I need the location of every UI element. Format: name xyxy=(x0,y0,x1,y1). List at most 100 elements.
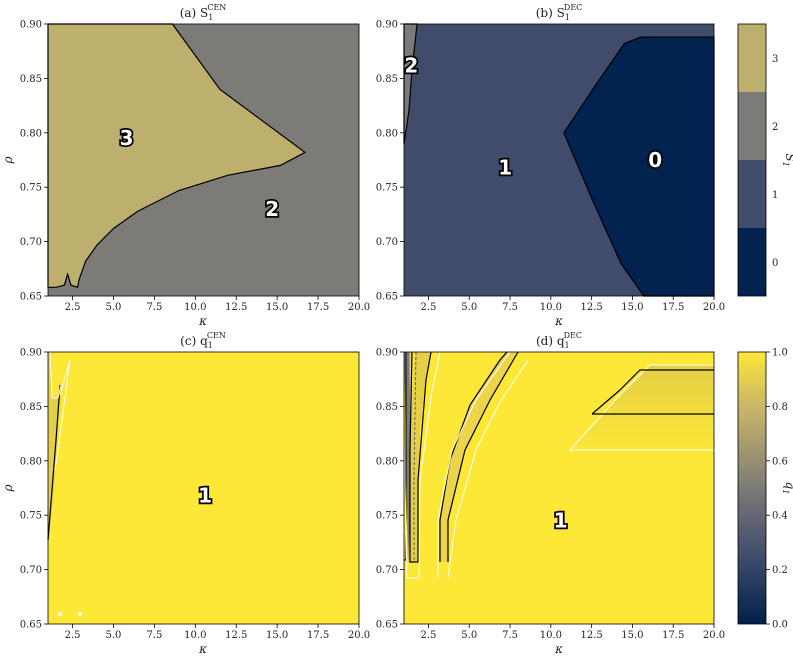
panel-c-xtick-4: 12.5 xyxy=(225,630,247,641)
panel-c-axes: 2.5 5.0 7.5 10.0 12.5 15.0 17.5 20.0 0.65 0.70 0.7… xyxy=(20,348,370,642)
panel-c-xtick-2: 7.5 xyxy=(146,630,162,641)
panel-d-ytick-2: 0.75 xyxy=(376,511,398,522)
panel-d-xtick-3: 10.0 xyxy=(540,630,562,641)
colorbar-q1-tick-4: 0.2 xyxy=(772,565,788,576)
panel-a-label-2: 2 xyxy=(265,197,279,221)
panel-c-xlabel: κ xyxy=(198,642,207,656)
colorbar-s1-level-0 xyxy=(738,228,766,296)
panel-b-ytick-2: 0.75 xyxy=(376,183,398,194)
colorbar-s1-level-2 xyxy=(738,92,766,160)
colorbar-s1-level-3 xyxy=(738,24,766,92)
panel-c-label-1: 1 xyxy=(198,484,212,508)
panel-a-xtick-3: 10.0 xyxy=(184,302,206,313)
panel-b-xtick-0: 2.5 xyxy=(421,302,437,313)
panel-c-ytick-3: 0.80 xyxy=(20,456,42,467)
panel-a-xtick-5: 15.0 xyxy=(266,302,288,313)
panel-a-ytick-2: 0.75 xyxy=(20,183,42,194)
panel-d-xtick-1: 5.0 xyxy=(461,630,477,641)
panel-b-ytick-5: 0.90 xyxy=(376,20,398,31)
panel-b-xtick-2: 7.5 xyxy=(502,302,518,313)
colorbar-s1-tick-3: 3 xyxy=(772,54,778,65)
panel-a-xtick-4: 12.5 xyxy=(225,302,247,313)
colorbar-q1-label: q1 xyxy=(781,482,793,495)
panel-b-xtick-3: 10.0 xyxy=(540,302,562,313)
panel-a-ytick-4: 0.85 xyxy=(20,74,42,85)
panel-c-ytick-5: 0.90 xyxy=(20,348,42,359)
panel-a-xtick-7: 20.0 xyxy=(348,302,370,313)
panel-b-ytick-3: 0.80 xyxy=(376,128,398,139)
panel-a-ytick-1: 0.70 xyxy=(20,237,42,248)
colorbar-q1-tick-5: 0.0 xyxy=(772,620,788,631)
panel-b-xtick-5: 15.0 xyxy=(621,302,643,313)
panel-d-xtick-5: 15.0 xyxy=(621,630,643,641)
panel-c-xtick-7: 20.0 xyxy=(348,630,370,641)
panel-a-title: (a) S1CEN xyxy=(180,3,227,22)
colorbar-q1-tick-0: 1.0 xyxy=(772,348,788,359)
panel-a: (a) S1CEN 2.5 5.0 7.5 10.0 12.5 15.0 17.5 20.0 0… xyxy=(1,3,370,328)
panel-a-label-3: 3 xyxy=(120,126,134,150)
panel-b-axes: 2.5 5.0 7.5 10.0 12.5 15.0 17.5 20.0 0.65 0.70 0.7… xyxy=(376,20,725,314)
colorbar-q1-tick-3: 0.4 xyxy=(772,511,788,522)
panel-b: (b) S1DEC 2.5 5.0 7.5 10.0 12.5 15.0 17.5 20.0 0… xyxy=(376,3,725,328)
panel-a-region-3 xyxy=(47,23,307,289)
panel-a-ytick-3: 0.80 xyxy=(20,128,42,139)
panel-b-xtick-4: 12.5 xyxy=(580,302,602,313)
panel-d-ytick-5: 0.90 xyxy=(376,348,398,359)
panel-b-label-1: 1 xyxy=(498,156,512,180)
panel-b-ytick-4: 0.85 xyxy=(376,74,398,85)
panel-d-xtick-7: 20.0 xyxy=(703,630,725,641)
panel-c-xtick-0: 2.5 xyxy=(65,630,81,641)
panel-c-ytick-4: 0.85 xyxy=(20,402,42,413)
panel-c-xtick-1: 5.0 xyxy=(106,630,122,641)
panel-c-xtick-6: 17.5 xyxy=(307,630,329,641)
panel-a-xtick-6: 17.5 xyxy=(307,302,329,313)
panel-d-ytick-0: 0.65 xyxy=(376,620,398,631)
panel-d-ytick-3: 0.80 xyxy=(376,456,398,467)
panel-c-ytick-1: 0.70 xyxy=(20,565,42,576)
panel-a-ytick-5: 0.90 xyxy=(20,20,42,31)
panel-c-title: (c) q1CEN xyxy=(180,331,226,350)
panel-b-ytick-1: 0.70 xyxy=(376,237,398,248)
panel-c-xtick-3: 10.0 xyxy=(184,630,206,641)
panel-a-xtick-0: 2.5 xyxy=(65,302,81,313)
panel-c: (c) q1CEN 2.5 5.0 7.5 10.0 12.5 15.0 17.5 20.0 0… xyxy=(1,331,370,656)
panel-d-label-1: 1 xyxy=(554,509,568,533)
panel-d-xtick-4: 12.5 xyxy=(580,630,602,641)
panel-b-xtick-7: 20.0 xyxy=(703,302,725,313)
panel-c-region-1 xyxy=(48,352,359,624)
panel-a-xtick-2: 7.5 xyxy=(146,302,162,313)
panel-d-axes: 2.5 5.0 7.5 10.0 12.5 15.0 17.5 20.0 0.65 0.70 0.7… xyxy=(376,348,725,642)
panel-a-ytick-0: 0.65 xyxy=(20,292,42,303)
panel-c-ylabel: ρ xyxy=(1,484,15,492)
panel-b-title: (b) S1DEC xyxy=(536,3,583,22)
colorbar-s1-level-1 xyxy=(738,160,766,228)
colorbar-s1-tick-2: 2 xyxy=(772,122,778,133)
panel-b-label-2: 2 xyxy=(404,53,418,77)
colorbar-s1-label: S1 xyxy=(781,153,793,166)
colorbar-s1-tick-0: 0 xyxy=(772,258,778,269)
panel-a-axes: 2.5 5.0 7.5 10.0 12.5 15.0 17.5 20.0 0.65 0.70 0.7… xyxy=(20,20,370,314)
colorbar-q1: 1.0 0.8 0.6 0.4 0.2 0.0 q1 xyxy=(737,348,793,631)
colorbar-q1-tick-1: 0.8 xyxy=(772,402,788,413)
colorbar-s1: 3 2 1 0 S1 xyxy=(737,23,793,297)
panel-d-band-right xyxy=(570,365,714,450)
panel-d-ytick-1: 0.70 xyxy=(376,565,398,576)
panel-d-xtick-0: 2.5 xyxy=(421,630,437,641)
panel-b-xlabel: κ xyxy=(554,314,563,328)
panel-b-xtick-1: 5.0 xyxy=(461,302,477,313)
panel-d: (d) q1DEC 2.5 5.0 7.5 10.0 12.5 15.0 17.5 20.0 0… xyxy=(376,331,725,656)
panel-a-xlabel: κ xyxy=(198,314,207,328)
panel-b-xtick-6: 17.5 xyxy=(662,302,684,313)
colorbar-q1-gradient xyxy=(737,351,767,625)
panel-a-xtick-1: 5.0 xyxy=(106,302,122,313)
panel-d-ytick-4: 0.85 xyxy=(376,402,398,413)
panel-d-title: (d) q1DEC xyxy=(536,331,582,350)
panel-d-xtick-2: 7.5 xyxy=(502,630,518,641)
panel-d-xtick-6: 17.5 xyxy=(662,630,684,641)
panel-c-ytick-0: 0.65 xyxy=(20,620,42,631)
panel-c-ytick-2: 0.75 xyxy=(20,511,42,522)
colorbar-q1-tick-2: 0.6 xyxy=(772,456,788,467)
panel-b-label-0: 0 xyxy=(648,148,662,172)
colorbar-s1-tick-1: 1 xyxy=(772,190,778,201)
